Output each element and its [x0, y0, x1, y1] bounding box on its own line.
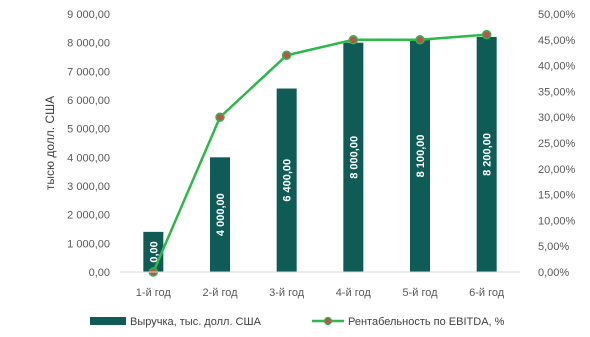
revenue-bar	[410, 39, 430, 272]
y-axis-title: тысю долл. США	[43, 96, 57, 190]
revenue-bar	[210, 157, 230, 272]
ebitda-point	[481, 29, 492, 40]
y2-tick-label: 15,00%	[538, 190, 576, 202]
y-tick-label: 5 000,00	[67, 124, 110, 136]
x-tick-label: 1-й год	[136, 287, 172, 299]
legend-swatch-revenue	[90, 317, 126, 325]
y-tick-label: 7 000,00	[67, 66, 110, 78]
ebitda-line-layer	[148, 29, 492, 277]
y-tick-label: 0,00	[89, 267, 110, 279]
bar-data-label: 0,00	[148, 241, 160, 262]
x-tick-label: 3-й год	[269, 287, 305, 299]
legend-label-revenue: Выручка, тыс. долл. США	[130, 316, 262, 328]
legend-label-ebitda: Рентабельность по EBITDA, %	[348, 316, 505, 328]
y2-tick-label: 0,00%	[538, 267, 569, 279]
ebitda-point	[215, 112, 225, 122]
y-tick-label: 8 000,00	[67, 38, 110, 50]
x-tick-label: 4-й год	[336, 287, 372, 299]
bar-data-label: 6 400,00	[282, 159, 294, 202]
ebitda-point	[348, 35, 359, 45]
revenue-bars: 0,00 4 000,00 6 400,00 8 000,00 8 100,00 8 20…	[143, 36, 497, 273]
revenue-bar	[276, 88, 297, 273]
y-tick-label: 2 000,00	[67, 210, 110, 222]
y2-tick-label: 45,00%	[538, 35, 576, 47]
y-tick-label: 9 000,00	[67, 9, 110, 21]
y-tick-label: 1 000,00	[67, 238, 110, 250]
x-tick-label: 6-й год	[469, 287, 505, 299]
ebitda-point	[281, 50, 292, 61]
ebitda-point	[415, 35, 425, 45]
y-tick-label: 3 000,00	[67, 181, 110, 193]
bar-data-label: 8 200,00	[482, 133, 494, 176]
y2-tick-label: 25,00%	[538, 138, 576, 150]
revenue-bar	[476, 36, 497, 272]
revenue-bar	[343, 42, 364, 272]
x-axis: 1-й год 2-й год 3-й год 4-й год 5-й год 6-й г…	[120, 271, 520, 299]
y2-tick-label: 30,00%	[538, 112, 576, 124]
bar-data-label: 8 100,00	[415, 134, 427, 177]
y2-tick-label: 35,00%	[538, 86, 576, 98]
x-tick-label: 2-й год	[202, 287, 238, 299]
bar-data-label: 4 000,00	[215, 193, 227, 236]
right-axis: 0,00% 5,00% 10,00% 15,00% 20,00% 25,00% 30,00%…	[538, 9, 576, 279]
y2-tick-label: 40,00%	[538, 61, 576, 73]
left-axis: 0,00 1 000,00 2 000,00 3 000,00 4 000,00 5 00…	[67, 9, 110, 279]
y-tick-label: 4 000,00	[67, 152, 110, 164]
y-tick-label: 6 000,00	[67, 95, 110, 107]
legend: Выручка, тыс. долл. США Рентабельность по…	[90, 316, 505, 328]
y2-tick-label: 10,00%	[538, 215, 576, 227]
ebitda-line	[152, 33, 487, 273]
bar-data-label: 8 000,00	[348, 136, 360, 179]
y2-tick-label: 50,00%	[538, 9, 576, 21]
legend-swatch-ebitda-marker	[323, 316, 333, 326]
x-tick-label: 5-й год	[402, 287, 438, 299]
y2-tick-label: 5,00%	[538, 241, 569, 253]
y2-tick-label: 20,00%	[538, 164, 576, 176]
